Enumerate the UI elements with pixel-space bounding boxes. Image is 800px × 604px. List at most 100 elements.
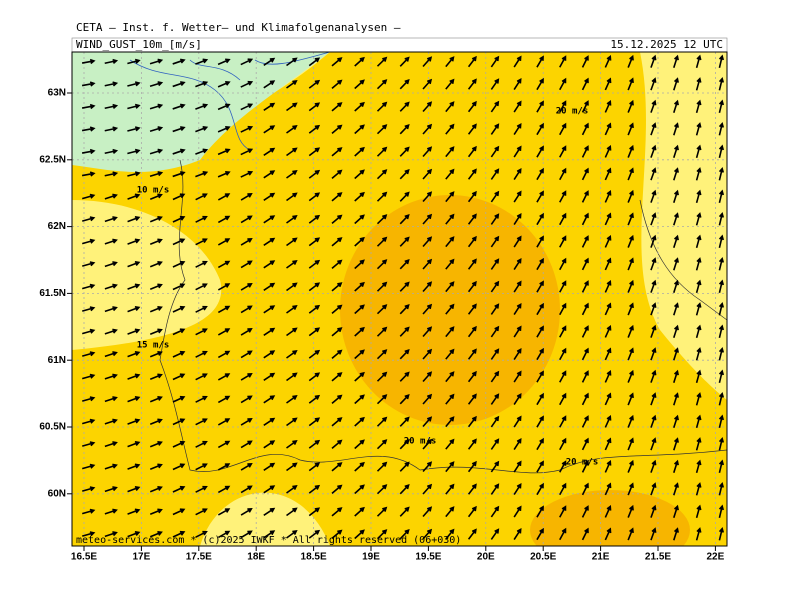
wind-arrow xyxy=(308,507,321,517)
x-label: 22E xyxy=(707,552,725,563)
wind-arrow xyxy=(604,55,612,68)
wind-arrow xyxy=(81,171,96,177)
wind-arrow xyxy=(718,212,725,226)
wind-arrow xyxy=(217,530,231,539)
wind-arrow xyxy=(240,418,253,426)
wind-arrow xyxy=(149,440,163,448)
wind-arrow xyxy=(559,55,567,68)
wind-arrow xyxy=(581,392,589,406)
wind-arrow xyxy=(490,505,500,518)
wind-arrow xyxy=(718,369,725,384)
wind-arrow xyxy=(627,504,634,518)
wind-arrow xyxy=(445,393,455,405)
wind-arrow xyxy=(581,77,589,91)
wind-arrow xyxy=(82,261,96,267)
wind-arrow xyxy=(513,325,522,338)
wind-arrow xyxy=(331,214,343,224)
wind-arrow xyxy=(331,169,343,179)
wind-arrow xyxy=(331,304,343,314)
wind-arrow xyxy=(172,283,186,291)
wind-arrow xyxy=(581,482,589,496)
wind-arrow xyxy=(673,437,679,451)
y-label: 60N xyxy=(48,488,66,499)
wind-arrow xyxy=(82,216,96,222)
wind-arrow xyxy=(604,235,612,248)
contour-label: 20 m/s xyxy=(404,437,437,447)
wind-arrow xyxy=(399,461,410,472)
wind-arrow xyxy=(127,58,141,65)
wind-arrow xyxy=(127,531,141,538)
wind-arrow xyxy=(422,56,433,68)
wind-arrow xyxy=(331,259,343,269)
wind-arrow xyxy=(695,324,702,338)
wind-arrow xyxy=(172,530,186,538)
wind-arrow xyxy=(673,414,679,428)
wind-arrow xyxy=(445,78,455,90)
wind-arrow xyxy=(263,395,276,404)
x-label: 21.5E xyxy=(645,552,671,563)
wind-arrow xyxy=(513,123,522,135)
wind-arrow xyxy=(422,78,433,90)
wind-arrow xyxy=(422,438,433,450)
wind-arrow xyxy=(217,305,231,314)
wind-arrow xyxy=(513,483,522,495)
wind-arrow xyxy=(149,215,163,223)
wind-arrow xyxy=(149,193,163,201)
wind-arrow xyxy=(376,146,388,157)
wind-arrow xyxy=(718,347,725,361)
wind-arrow xyxy=(627,234,634,248)
wind-arrow xyxy=(286,507,298,517)
wind-arrow xyxy=(695,167,702,181)
wind-arrow xyxy=(399,78,410,90)
wind-arrow xyxy=(331,327,343,337)
wind-arrow xyxy=(331,237,343,247)
wind-arrow xyxy=(581,347,589,361)
wind-arrow xyxy=(81,103,96,110)
wind-arrow xyxy=(286,305,298,314)
wind-arrow xyxy=(172,440,186,448)
wind-arrow xyxy=(559,482,567,496)
wind-arrow xyxy=(490,280,500,293)
wind-arrow xyxy=(82,418,96,425)
wind-arrow xyxy=(581,527,589,541)
wind-arrow xyxy=(422,236,433,248)
wind-arrow xyxy=(627,54,634,68)
wind-arrow xyxy=(490,393,500,405)
wind-arrow xyxy=(195,81,209,88)
wind-arrow xyxy=(172,395,186,403)
wind-arrow xyxy=(172,350,186,358)
wind-arrow xyxy=(286,192,298,202)
wind-arrow xyxy=(695,234,702,248)
wind-arrow xyxy=(331,529,343,539)
wind-arrow xyxy=(240,305,253,314)
wind-arrow xyxy=(354,416,365,427)
wind-arrow xyxy=(308,462,321,472)
wind-arrow xyxy=(467,145,477,158)
wind-arrow xyxy=(82,441,96,447)
wind-arrow xyxy=(263,192,276,201)
wind-arrow xyxy=(650,234,657,248)
wind-arrow xyxy=(149,238,163,246)
wind-arrow xyxy=(308,102,321,112)
wind-arrow xyxy=(513,190,522,203)
wind-arrow xyxy=(104,193,118,200)
wind-arrow xyxy=(422,191,433,203)
wind-arrow xyxy=(286,395,298,404)
wind-arrow xyxy=(104,171,119,177)
wind-arrow xyxy=(263,215,276,224)
wind-arrow xyxy=(217,350,231,359)
wind-arrow xyxy=(627,369,634,383)
wind-arrow xyxy=(81,148,96,155)
wind-arrow xyxy=(217,215,231,224)
wind-arrow xyxy=(195,171,209,178)
wind-arrow xyxy=(127,81,141,87)
wind-arrow xyxy=(104,126,119,132)
wind-arrow xyxy=(536,415,544,428)
wind-arrow xyxy=(695,122,702,136)
wind-arrow xyxy=(695,459,702,473)
wind-arrow xyxy=(286,372,298,382)
wind-arrow xyxy=(399,258,410,270)
wind-arrow xyxy=(240,463,253,471)
wind-arrow xyxy=(422,123,433,135)
wind-arrow xyxy=(308,124,321,134)
